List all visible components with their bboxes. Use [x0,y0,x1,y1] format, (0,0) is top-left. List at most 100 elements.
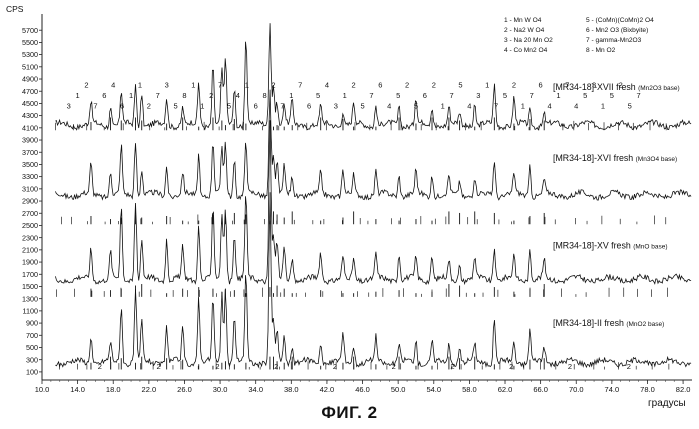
peak-label: 2 [209,91,213,100]
peak-label: 4 [325,81,329,90]
diffraction-traces [55,23,691,367]
peak-label: 2 [147,101,151,110]
y-tick-label: 3300 [22,172,38,181]
y-tick-label: 1700 [22,270,38,279]
x-tick-label: 10.0 [35,385,50,394]
y-tick-label: 4100 [22,123,38,132]
x-tick-label: 70.0 [569,385,584,394]
peak-label: 4 [547,101,551,110]
peak-label-bottom: 2 [215,362,219,371]
x-axis: 10.014.018.022.026.030.034.038.042.046.0… [35,380,692,394]
y-axis: 1003005007009001100130015001700190021002… [22,14,42,380]
legend-item: 3 - Na 20 Mn O2 [504,37,553,44]
peak-label: 2 [619,81,623,90]
x-tick-label: 74.0 [605,385,620,394]
peak-label: 1 [76,91,80,100]
x-tick-label: 38.0 [284,385,299,394]
peak-label: 3 [165,81,169,90]
x-tick-label: 78.0 [640,385,655,394]
series-label: [MR34-18]-XVI fresh (Mn3O4 base) [553,153,677,163]
x-tick-label: 54.0 [426,385,441,394]
peak-label: 2 [84,81,88,90]
series-labels: [MR34-18]-XVII fresh (Mn2O3 base) [MR34-1… [553,82,680,328]
peak-label-bottom: 2 [333,362,337,371]
peak-label-bottom: 2 [274,362,278,371]
y-tick-label: 3700 [22,148,38,157]
peak-label: 5 [414,101,418,110]
x-tick-label: 26.0 [177,385,192,394]
y-tick-label: 5700 [22,26,38,35]
peak-label: 5 [396,91,400,100]
series-label: [MR34-18]-II fresh (MnO2 base) [553,318,664,328]
peak-label: 1 [289,91,293,100]
peak-label: 7 [450,91,454,100]
y-tick-label: 700 [26,331,38,340]
y-tick-label: 1100 [23,306,38,315]
x-tick-label: 22.0 [142,385,157,394]
peak-label: 2 [512,81,516,90]
peak-label: 1 [556,91,560,100]
y-tick-label: 100 [26,367,38,376]
peak-label: 4 [111,81,115,90]
y-tick-label: 4700 [22,87,38,96]
series-note: (Mn2O3 base) [638,85,680,92]
y-tick-label: 4500 [22,99,38,108]
x-tick-label: 46.0 [355,385,370,394]
y-tick-label: 500 [26,343,38,352]
legend-item: 5 - (CoMn)(CoMn)2 O4 [586,17,654,24]
peak-label: 5 [316,91,320,100]
peak-label: 4 [387,101,391,110]
peak-label: 1 [441,101,445,110]
y-tick-label: 4300 [22,111,38,120]
peak-label: 1 [245,81,249,90]
x-tick-label: 66.0 [533,385,548,394]
x-tick-label: 14.0 [70,385,85,394]
peak-label-bottom: 2 [392,362,396,371]
peak-label: 5 [360,101,364,110]
peak-label: 1 [601,101,605,110]
series-note: (Mn3O4 base) [636,156,678,163]
peak-label: 1 [129,91,133,100]
peak-label: 1 [521,101,525,110]
peak-label: 7 [298,81,302,90]
y-tick-label: 1300 [22,294,38,303]
peak-label: 5 [628,101,632,110]
peak-label: 6 [539,81,543,90]
peak-label: 5 [173,101,177,110]
peak-label: 5 [583,91,587,100]
series-label: [MR34-18]-XVII fresh (Mn2O3 base) [553,82,680,92]
peak-label: 5 [610,91,614,100]
peak-label-bottom: 2 [450,362,454,371]
y-tick-label: 3500 [22,160,38,169]
x-tick-label: 50.0 [391,385,406,394]
series-note: (MnO2 base) [626,321,664,328]
series-note: (MnO base) [633,244,667,251]
peak-label: 3 [476,91,480,100]
peak-label: 8 [182,91,186,100]
legend-item: 7 - gamma-Mn2O3 [586,37,642,44]
x-tick-label: 30.0 [213,385,228,394]
peak-label: 8 [263,91,267,100]
x-tick-label: 58.0 [462,385,477,394]
peak-label: 6 [423,91,427,100]
peak-label: 2 [352,81,356,90]
peak-label: 7 [530,91,534,100]
peak-label: 6 [120,101,124,110]
x-tick-label: 34.0 [248,385,263,394]
y-unit-label: CPS [6,4,24,14]
legend-item: 1 - Mn W O4 [504,17,542,24]
peak-label: 1 [343,91,347,100]
peak-label-bottom: 2 [509,362,513,371]
y-tick-label: 3100 [22,184,38,193]
figure-caption: ФИГ. 2 [0,403,699,423]
y-tick-label: 3900 [22,136,38,145]
peak-label: 5 [458,81,462,90]
peak-label: 6 [102,91,106,100]
peak-label: 7 [218,81,222,90]
peak-label: 1 [200,101,204,110]
peak-label-bottom: 2 [568,362,572,371]
legend-item: 2 - Na2 W O4 [504,27,545,34]
peak-label: 4 [574,101,578,110]
peak-label: 7 [636,91,640,100]
